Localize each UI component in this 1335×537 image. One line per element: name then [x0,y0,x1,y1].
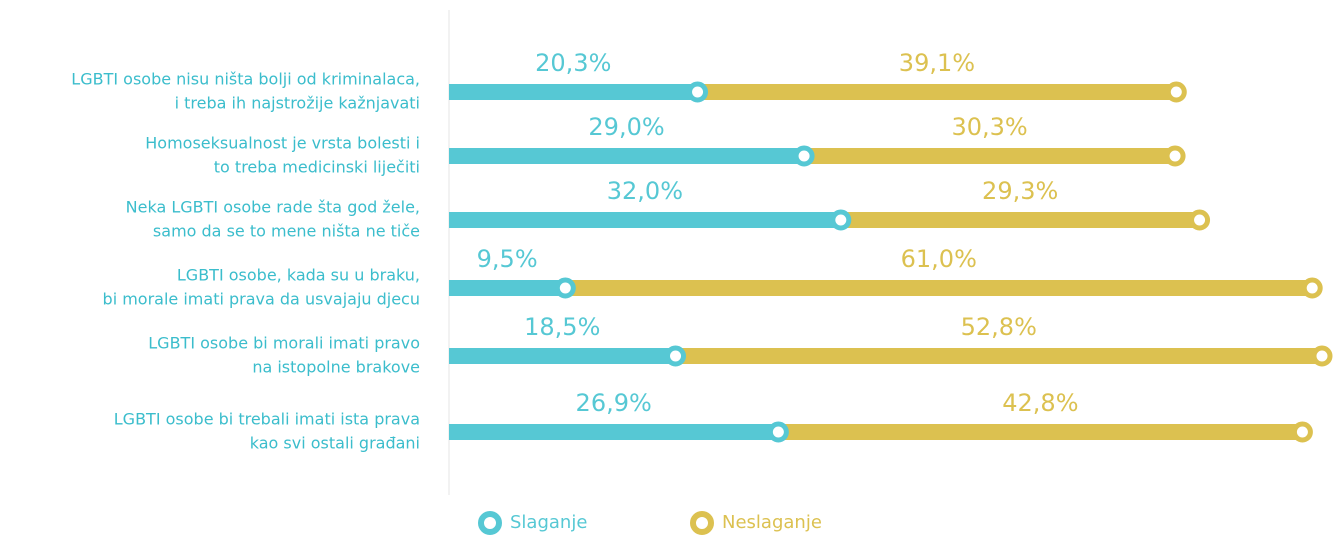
value-label: 20,3% [535,49,611,77]
bar-end-marker [767,421,789,443]
category-label: LGBTI osobe bi trebali imati ista prava [114,410,420,429]
value-label: 32,0% [607,177,683,205]
legend-label: Neslaganje [722,512,822,533]
value-label: 18,5% [524,313,600,341]
value-label: 52,8% [961,313,1037,341]
bar-end-marker [830,209,852,231]
bar-segment [778,424,1303,440]
value-label: 29,3% [982,177,1058,205]
legend-marker [690,511,714,535]
bar-segment [840,212,1200,228]
value-label: 42,8% [1002,389,1078,417]
value-label: 39,1% [899,49,975,77]
bar-end-marker [1165,81,1187,103]
category-label: bi morale imati prava da usvajaju djecu [103,290,420,309]
value-label: 30,3% [951,113,1027,141]
category-label: Neka LGBTI osobe rade šta god žele, [126,198,420,217]
value-label: 9,5% [477,245,538,273]
bar-segment [449,280,566,296]
bar-end-marker [665,345,687,367]
legend-marker [478,511,502,535]
bar-end-marker [1301,277,1323,299]
category-label: na istopolne brakove [252,358,420,377]
bar-end-marker [1311,345,1333,367]
bar-end-marker [554,277,576,299]
value-label: 29,0% [588,113,664,141]
bar-segment [449,348,676,364]
bar-end-marker [1291,421,1313,443]
bar-segment [804,148,1176,164]
bar-end-marker [793,145,815,167]
bar-segment [449,212,841,228]
category-label: Homoseksualnost je vrsta bolesti i [145,134,420,153]
bar-segment [565,280,1313,296]
category-label: i treba ih najstrožije kažnjavati [175,94,420,113]
bar-segment [449,424,779,440]
category-label: samo da se to mene ništa ne tiče [153,222,420,241]
category-label: LGBTI osobe bi morali imati pravo [148,334,420,353]
bar-segment [449,84,698,100]
bar-end-marker [687,81,709,103]
category-label: LGBTI osobe nisu ništa bolji od kriminal… [71,70,420,89]
legend-label: Slaganje [510,512,587,533]
category-label: kao svi ostali građani [250,434,420,453]
value-label: 26,9% [576,389,652,417]
bar-segment [449,148,805,164]
bar-segment [675,348,1322,364]
bar-segment [697,84,1177,100]
value-label: 61,0% [901,245,977,273]
category-label: to treba medicinski liječiti [214,158,420,177]
category-label: LGBTI osobe, kada su u braku, [177,266,420,285]
bar-end-marker [1189,209,1211,231]
bar-end-marker [1164,145,1186,167]
